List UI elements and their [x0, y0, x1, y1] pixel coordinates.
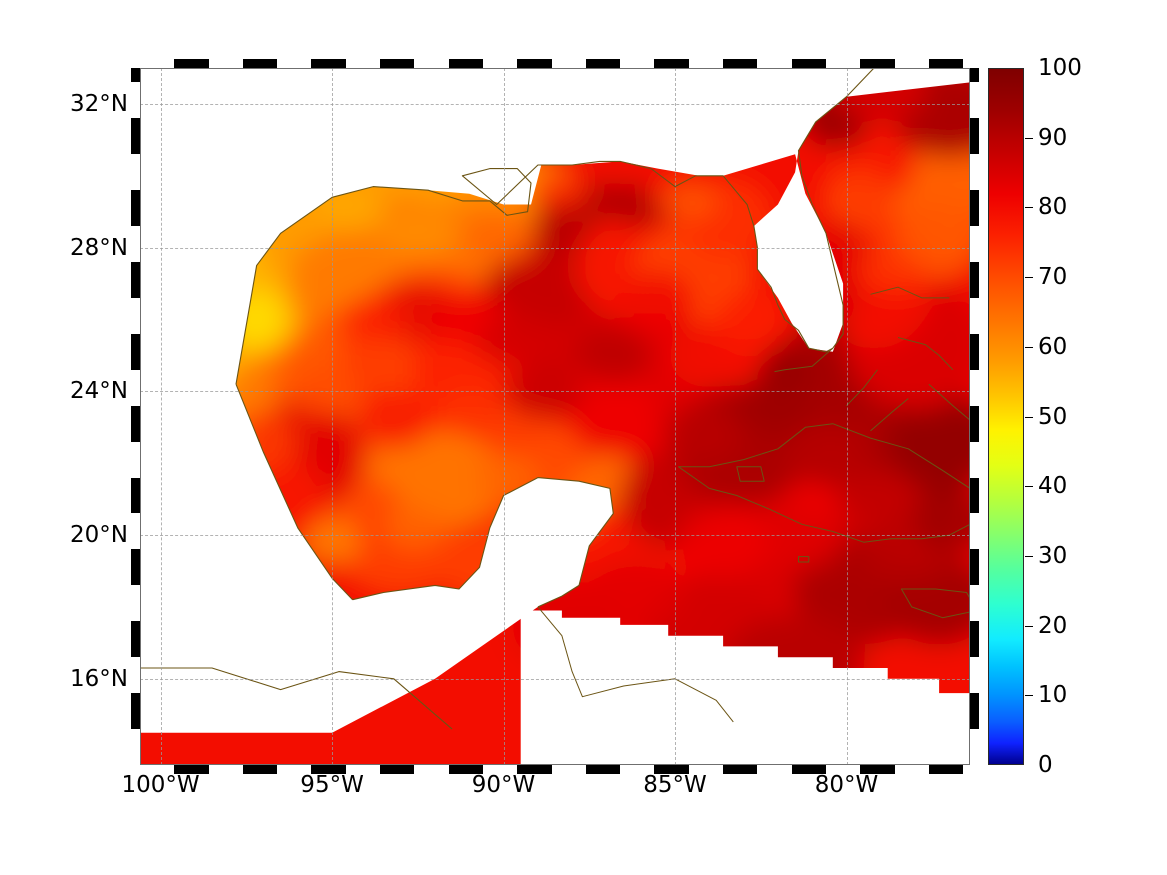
x-tick-label: 85°W	[643, 772, 707, 798]
frame-tick-segment	[380, 59, 415, 68]
frame-tick-segment	[174, 59, 209, 68]
colorbar-tick-label: 40	[1038, 473, 1068, 500]
frame-tick-segment	[131, 262, 140, 298]
colorbar-tick	[1025, 625, 1033, 627]
frame-tick-segment	[970, 405, 979, 442]
frame-tick-segment	[970, 693, 979, 730]
colorbar-tick-label: 30	[1038, 542, 1068, 569]
frame-right-ticks	[970, 59, 979, 774]
frame-left-ticks	[131, 59, 140, 774]
x-tick-label: 80°W	[814, 772, 879, 798]
colorbar-tick-label: 80	[1038, 194, 1068, 221]
heatmap-field	[140, 68, 970, 765]
frame-tick-segment	[380, 765, 415, 774]
frame-tick-segment	[131, 405, 140, 442]
y-tick-label: 32°N	[70, 90, 128, 117]
y-tick-label: 20°N	[70, 522, 128, 549]
frame-tick-segment	[131, 621, 140, 658]
x-tick-label: 90°W	[471, 772, 536, 798]
frame-tick-segment	[970, 68, 979, 83]
frame-tick-segment	[928, 765, 964, 774]
frame-tick-segment	[131, 190, 140, 227]
frame-tick-segment	[970, 621, 979, 658]
y-tick-label: 16°N	[70, 665, 128, 692]
map-plot-area[interactable]	[140, 68, 970, 765]
frame-tick-segment	[448, 59, 483, 68]
frame-tick-segment	[970, 190, 979, 227]
frame-tick-segment	[242, 59, 278, 68]
colorbar-tick	[1025, 555, 1033, 557]
frame-tick-segment	[131, 333, 140, 370]
colorbar-tick-label: 50	[1038, 403, 1068, 430]
frame-tick-segment	[723, 59, 758, 68]
frame-tick-segment	[970, 333, 979, 370]
frame-tick-segment	[585, 59, 621, 68]
frame-tick-segment	[970, 549, 979, 586]
y-tick-label: 24°N	[70, 378, 128, 405]
colorbar-tick-label: 70	[1038, 264, 1068, 291]
colorbar-tick	[1025, 346, 1033, 348]
frame-tick-segment	[517, 59, 552, 68]
frame-tick-segment	[131, 118, 140, 155]
colorbar-tick	[1025, 207, 1033, 209]
colorbar[interactable]	[988, 68, 1024, 765]
frame-tick-segment	[928, 59, 964, 68]
frame-tick-segment	[242, 765, 278, 774]
colorbar-tick	[1025, 277, 1033, 279]
colorbar-tick	[1025, 695, 1033, 697]
colorbar-tick	[1025, 137, 1033, 139]
frame-tick-segment	[970, 118, 979, 155]
frame-tick-segment	[970, 262, 979, 298]
frame-tick-segment	[970, 477, 979, 514]
frame-top-ticks	[131, 59, 979, 68]
colorbar-tick-label: 20	[1038, 612, 1068, 639]
colorbar-tick-label: 60	[1038, 333, 1068, 360]
colorbar-tick-label: 90	[1038, 124, 1068, 151]
colorbar-gradient	[989, 69, 1023, 764]
y-tick-label: 28°N	[70, 234, 128, 261]
x-tick-label: 95°W	[300, 772, 364, 798]
colorbar-tick-label: 0	[1038, 752, 1053, 778]
frame-tick-segment	[860, 59, 895, 68]
frame-tick-segment	[585, 765, 621, 774]
colorbar-tick	[1025, 486, 1033, 488]
colorbar-tick	[1025, 416, 1033, 418]
colorbar-tick-label: 100	[1038, 55, 1082, 81]
frame-tick-segment	[131, 693, 140, 730]
frame-tick-segment	[131, 477, 140, 514]
frame-tick-segment	[131, 549, 140, 586]
frame-tick-segment	[311, 59, 346, 68]
frame-tick-segment	[791, 59, 826, 68]
colorbar-tick-label: 10	[1038, 682, 1068, 709]
frame-tick-segment	[131, 68, 140, 83]
x-tick-label: 100°W	[121, 772, 200, 798]
frame-tick-segment	[723, 765, 758, 774]
frame-tick-segment	[654, 59, 689, 68]
